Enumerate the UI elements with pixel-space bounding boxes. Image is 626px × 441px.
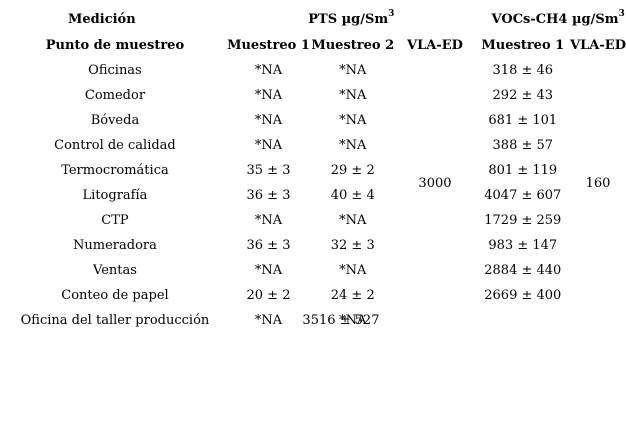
pts1-cell: 20 ± 2 <box>246 288 291 303</box>
point-cell: Litografía <box>82 188 148 203</box>
table-row: Termocromática 35 ± 3 29 ± 2 801 ± 119 <box>4 158 626 183</box>
table-row: Conteo de papel 20 ± 2 24 ± 2 2669 ± 400 <box>4 283 626 308</box>
pts1-cell: *NA <box>254 113 283 128</box>
point-cell: Numeradora <box>73 238 157 253</box>
voc1-cell: 681 ± 101 <box>488 113 558 128</box>
pts2-cell: *NA <box>339 313 367 328</box>
table-row: Bóveda *NA *NA 681 ± 101 <box>4 108 626 133</box>
voc1-cell: 801 ± 119 <box>488 163 558 178</box>
header-row-groups: Medición PTS µg/Sm3 VOCs-CH4 µg/Sm3 <box>4 6 626 33</box>
table-row: CTP *NA *NA 1729 ± 259 <box>4 208 626 233</box>
voc1-cell: 318 ± 46 <box>492 63 554 78</box>
table-row: Oficinas *NA *NA 3000 318 ± 46 160 <box>4 58 626 191</box>
point-cell: Oficinas <box>88 63 142 78</box>
pts2-cell: *NA <box>339 63 367 78</box>
voc1-cell: 388 ± 57 <box>492 138 554 153</box>
pts1-cell: *NA <box>254 63 283 78</box>
pts1-cell: *NA <box>254 88 283 103</box>
pts-sample1-header: Muestreo 1 <box>227 38 310 53</box>
voc1-cell: 983 ± 147 <box>488 238 558 253</box>
point-header: Punto de muestreo <box>45 38 185 53</box>
voc1-cell: 2884 ± 440 <box>484 263 562 278</box>
point-cell: Ventas <box>93 263 137 278</box>
vocs-vla-ed-header: VLA-ED <box>570 38 626 53</box>
pts2-cell: 29 ± 2 <box>330 163 375 178</box>
pts-group-exponent: 3 <box>388 8 395 19</box>
point-cell: Termocromática <box>61 163 169 178</box>
pts2-cell: *NA <box>339 263 367 278</box>
pts1-cell: *NA <box>254 213 283 228</box>
pts2-cell: *NA <box>339 113 367 128</box>
measurement-header: Medición <box>68 12 136 27</box>
pts2-cell: *NA <box>339 138 367 153</box>
vocs-vla-ed-value: 160 <box>585 175 611 191</box>
vocs-group-label: VOCs-CH4 µg/Sm <box>491 12 619 27</box>
table-row: Control de calidad *NA *NA 388 ± 57 <box>4 133 626 158</box>
point-cell: Comedor <box>84 88 146 103</box>
pts-group-label: PTS µg/Sm <box>308 12 389 27</box>
pts2-cell: 40 ± 4 <box>330 188 375 203</box>
pts2-cell: 32 ± 3 <box>330 238 375 253</box>
table-row: Numeradora 36 ± 3 32 ± 3 983 ± 147 <box>4 233 626 258</box>
vocs-sample1-header: Muestreo 1 <box>481 38 565 53</box>
point-cell: Conteo de papel <box>61 288 169 303</box>
vocs-group-header: VOCs-CH4 µg/Sm3 <box>476 6 626 33</box>
table-row: Ventas *NA *NA 2884 ± 440 <box>4 258 626 283</box>
empty-cell <box>476 308 571 333</box>
pts1-cell: 36 ± 3 <box>246 188 291 203</box>
pts1-cell: *NA <box>254 138 283 153</box>
table-row: Litografía 36 ± 3 40 ± 4 4047 ± 607 <box>4 183 626 208</box>
pts-sample2-header: Muestreo 2 <box>311 38 395 53</box>
table-row: Oficina del taller producción *NA *NA 35… <box>4 308 626 333</box>
pts1-cell: *NA <box>254 313 283 328</box>
pts1-cell: 35 ± 3 <box>246 163 291 178</box>
pts2-cell: 24 ± 2 <box>330 288 375 303</box>
voc1-cell: 4047 ± 607 <box>484 188 562 203</box>
empty-cell <box>570 308 626 333</box>
point-cell: Control de calidad <box>54 138 176 153</box>
voc1-cell-offset: 3516 ± 527 <box>302 313 380 328</box>
point-cell: Oficina del taller producción <box>20 313 210 328</box>
pts1-cell: 36 ± 3 <box>246 238 291 253</box>
header-spacer <box>394 6 475 33</box>
pts1-cell: *NA <box>254 263 283 278</box>
pts-group-header: PTS µg/Sm3 <box>226 6 395 33</box>
table-row: Comedor *NA *NA 292 ± 43 <box>4 83 626 108</box>
vocs-group-exponent: 3 <box>618 8 625 19</box>
measurement-table: Medición PTS µg/Sm3 VOCs-CH4 µg/Sm3 Punt… <box>4 6 626 333</box>
pts-vla-ed-header: VLA-ED <box>407 38 463 53</box>
voc1-cell: 2669 ± 400 <box>484 288 562 303</box>
voc1-cell: 292 ± 43 <box>492 88 554 103</box>
point-cell: CTP <box>101 213 129 228</box>
header-row-columns: Punto de muestreo Muestreo 1 Muestreo 2 … <box>4 33 626 58</box>
pts2-cell: *NA <box>339 213 367 228</box>
point-cell: Bóveda <box>90 113 140 128</box>
voc1-cell: 1729 ± 259 <box>484 213 562 228</box>
pts-vla-ed-value: 3000 <box>418 175 452 191</box>
pts2-cell: *NA <box>339 88 367 103</box>
